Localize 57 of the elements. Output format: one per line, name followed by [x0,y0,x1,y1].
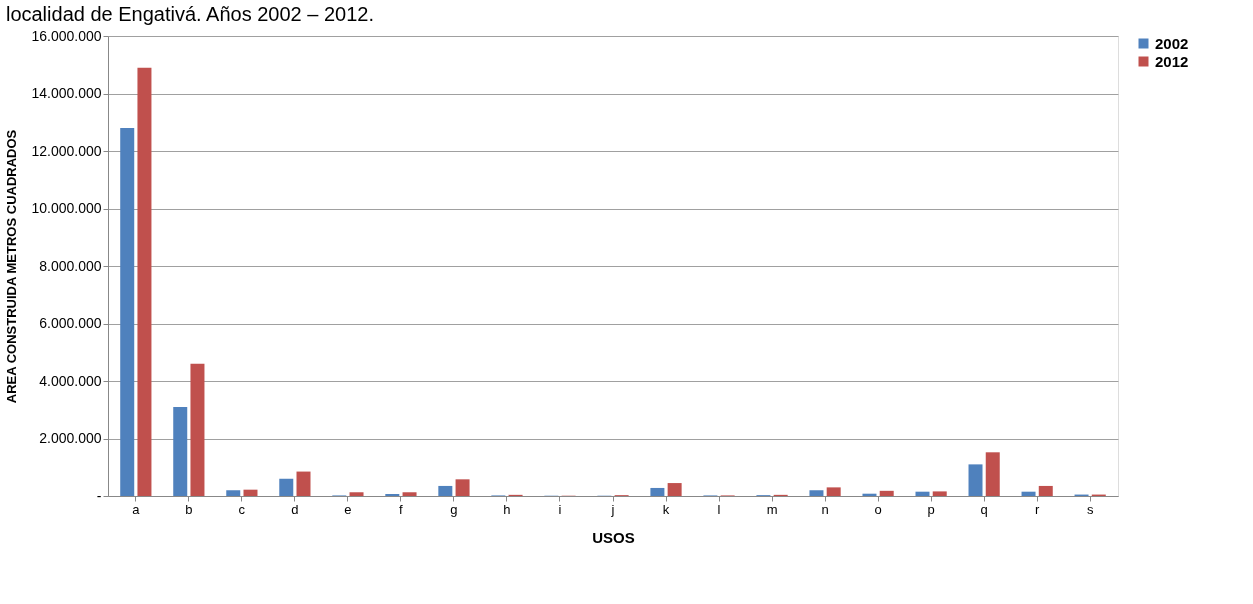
legend-label: 2012 [1155,52,1189,70]
y-tick-label: 4.000.000 [39,372,102,389]
bar [349,492,364,496]
x-tick-label: b [185,501,193,517]
y-tick-label: 14.000.000 [31,85,102,101]
bar [1021,491,1036,496]
y-tick-label: 10.000.000 [31,200,102,216]
x-tick-label: a [132,501,141,517]
x-tick-label: q [980,501,988,517]
x-tick-label: k [662,501,670,517]
bar [190,363,205,496]
x-tick-label: g [450,501,458,517]
bar [915,491,930,496]
x-tick-label: o [874,501,882,517]
bar [667,483,682,496]
x-tick-label: r [1034,501,1040,517]
x-tick-label: d [291,501,299,517]
x-tick-label: i [558,501,562,517]
x-tick-label: p [927,501,935,517]
x-tick-label: m [766,501,778,517]
x-tick-label: j [610,501,615,517]
bar [932,491,947,496]
bar [985,452,1000,496]
y-tick-label: - [96,487,102,504]
bar [455,479,470,496]
y-tick-label: 8.000.000 [39,257,102,274]
bar [137,67,152,496]
bar [173,406,188,496]
y-axis-title: AREA CONSTRUIDA METROS CUADRADOS [4,129,20,404]
chart-title: localidad de Engativá. Años 2002 – 2012. [5,3,375,25]
x-tick-label: n [821,501,829,517]
bar [243,489,258,496]
bar [296,471,311,496]
bar [1038,485,1053,496]
x-tick-label: f [399,501,404,517]
bar [650,487,665,496]
bar [826,487,841,496]
bar [279,478,294,496]
bar [226,490,241,496]
y-tick-label: 12.000.000 [31,142,102,159]
bar [120,128,135,496]
bar [968,464,983,496]
x-tick-label: e [344,501,352,517]
x-tick-label: h [503,501,511,517]
bar [438,485,453,496]
y-tick-label: 2.000.000 [39,430,102,446]
legend-label: 2002 [1155,34,1189,52]
y-tick-label: 6.000.000 [39,315,102,331]
bar [879,490,894,496]
x-tick-label: c [238,501,246,517]
x-tick-label: l [717,501,721,517]
bar [402,492,417,496]
x-tick-label: s [1086,501,1094,517]
x-axis-title: USOS [592,528,635,546]
bar [385,493,400,496]
y-tick-label: 16.000.000 [31,27,102,44]
bar [809,490,824,496]
